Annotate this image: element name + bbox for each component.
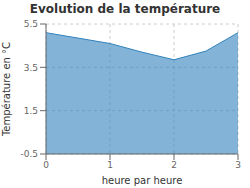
svg-text:-0.5: -0.5 <box>20 149 38 159</box>
svg-text:3.5: 3.5 <box>24 63 38 73</box>
svg-text:5.5: 5.5 <box>24 19 38 29</box>
svg-text:3: 3 <box>235 160 241 170</box>
svg-text:Température en °C: Température en °C <box>8 42 12 137</box>
svg-text:2: 2 <box>171 160 177 170</box>
html-text:Evolution de la température: Evolution de la température <box>29 2 221 16</box>
svg-text:1.5: 1.5 <box>24 106 38 116</box>
svg-text:1: 1 <box>107 160 113 170</box>
svg-text:heure par heure: heure par heure <box>102 175 183 186</box>
svg-text:0: 0 <box>43 160 49 170</box>
